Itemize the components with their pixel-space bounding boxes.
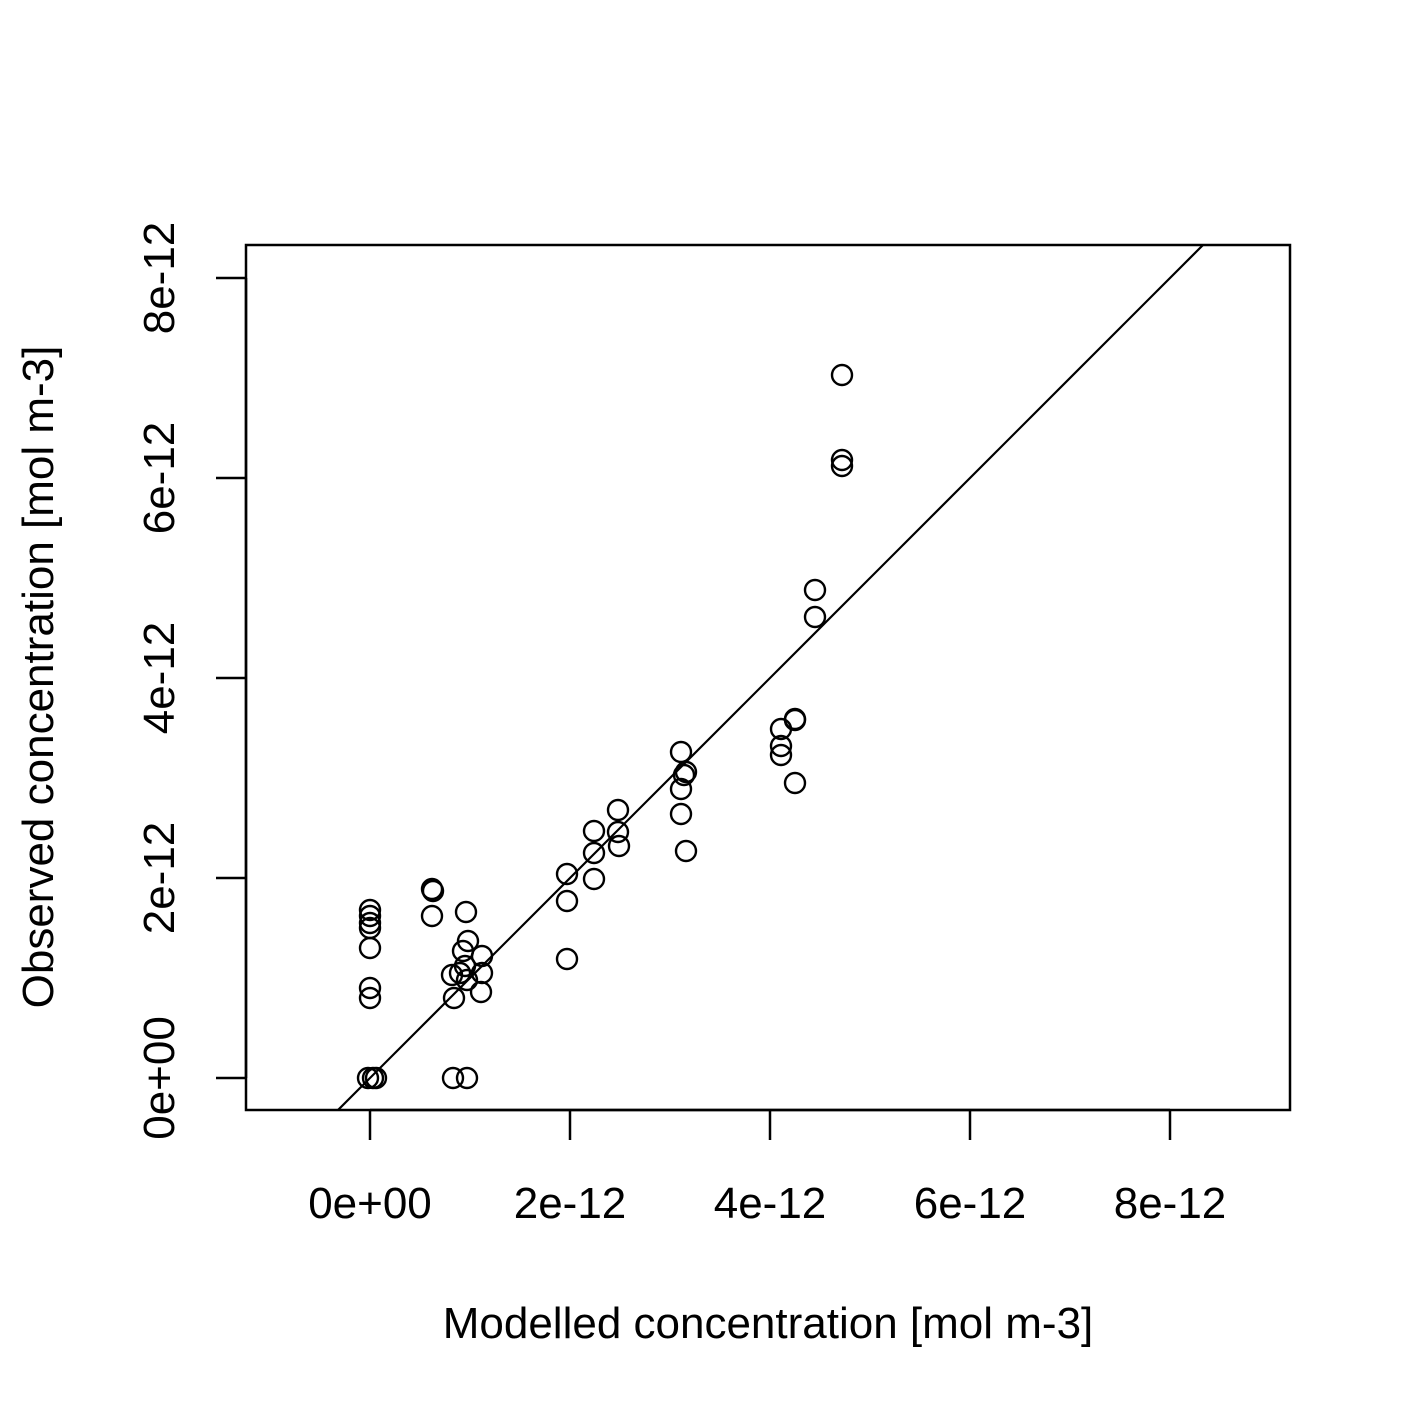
data-point <box>555 889 579 913</box>
y-tick-label: 6e-12 <box>135 422 184 535</box>
data-point <box>769 743 793 767</box>
data-point <box>669 802 693 826</box>
data-point <box>783 708 807 732</box>
data-point <box>674 760 698 784</box>
data-point <box>582 819 606 843</box>
data-point <box>669 740 693 764</box>
data-point <box>448 961 472 985</box>
data-point <box>830 363 854 387</box>
data-point <box>607 834 631 858</box>
data-point <box>830 454 854 478</box>
data-point <box>358 936 382 960</box>
data-point <box>455 968 479 992</box>
y-tick-label: 0e+00 <box>135 1016 184 1140</box>
data-point <box>364 1066 388 1090</box>
x-tick-label: 8e-12 <box>1114 1179 1227 1228</box>
plot-frame <box>244 243 1292 1112</box>
data-point <box>783 771 807 795</box>
data-point <box>606 798 630 822</box>
data-point <box>582 841 606 865</box>
data-point <box>358 904 382 928</box>
y-axis-title: Observed concentration [mol m-3] <box>14 346 63 1009</box>
data-point <box>672 763 696 787</box>
data-point <box>555 862 579 886</box>
y-tick-label: 2e-12 <box>135 822 184 935</box>
data-point <box>442 986 466 1010</box>
x-tick-label: 6e-12 <box>914 1179 1027 1228</box>
data-point <box>358 986 382 1010</box>
y-tick-label: 4e-12 <box>135 622 184 735</box>
data-point <box>555 947 579 971</box>
data-point <box>674 839 698 863</box>
data-point <box>469 980 493 1004</box>
data-point <box>803 605 827 629</box>
x-tick-label: 2e-12 <box>514 1179 627 1228</box>
data-point <box>470 944 494 968</box>
data-point <box>582 867 606 891</box>
y-axis: 0e+00 2e-12 4e-12 6e-12 8e-12 <box>135 222 248 1140</box>
data-point <box>358 898 382 922</box>
data-point <box>606 820 630 844</box>
x-axis: 0e+00 2e-12 4e-12 6e-12 8e-12 <box>308 1108 1227 1228</box>
data-point <box>420 904 444 928</box>
x-tick-label: 4e-12 <box>714 1179 827 1228</box>
data-point <box>769 734 793 758</box>
data-point <box>421 879 445 903</box>
y-tick-label: 8e-12 <box>135 222 184 335</box>
data-point <box>455 1066 479 1090</box>
data-point <box>441 1066 465 1090</box>
data-point <box>440 963 464 987</box>
data-point <box>830 448 854 472</box>
data-point <box>803 578 827 602</box>
data-point <box>454 900 478 924</box>
data-point <box>358 976 382 1000</box>
x-tick-label: 0e+00 <box>308 1179 432 1228</box>
x-axis-title: Modelled concentration [mol m-3] <box>443 1299 1094 1348</box>
data-point <box>669 777 693 801</box>
